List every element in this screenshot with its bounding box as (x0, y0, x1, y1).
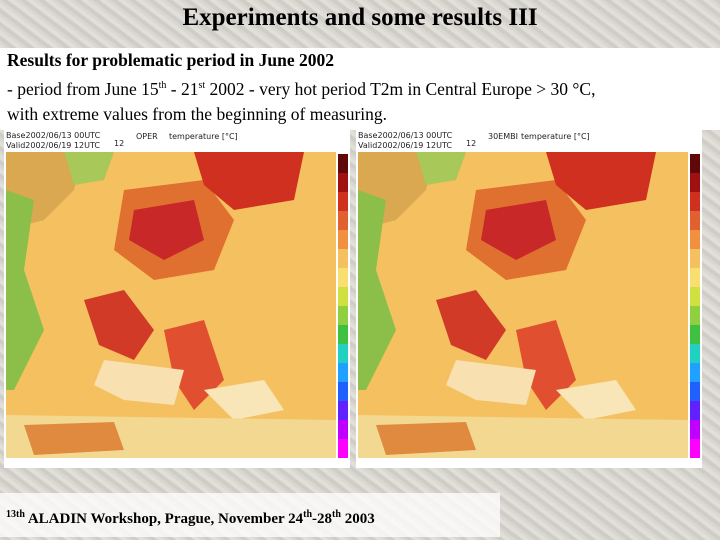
scale-swatch (690, 268, 700, 287)
model-name: 30EMBI (488, 132, 518, 141)
sup: st (198, 80, 206, 91)
sea (556, 380, 636, 420)
text: -28 (312, 511, 333, 527)
cool-zone (6, 190, 44, 390)
sup: th (16, 509, 25, 520)
scale-swatch (690, 439, 700, 458)
sea (204, 380, 284, 420)
step: 12 (466, 139, 476, 148)
slide-title: Experiments and some results III (182, 4, 538, 31)
cool-zone (64, 152, 114, 185)
hot-zone (24, 422, 124, 455)
scale-swatch (690, 401, 700, 420)
field-name: temperature [°C] (169, 132, 238, 141)
scale-swatch (338, 363, 348, 382)
scale-swatch (690, 287, 700, 306)
cool-zone (416, 152, 466, 185)
scale-swatch (690, 154, 700, 173)
field-name: temperature [°C] (521, 132, 590, 141)
sup: th (158, 80, 167, 91)
scale-swatch (690, 382, 700, 401)
scale-swatch (338, 287, 348, 306)
sup: 13 (6, 509, 16, 520)
scale-swatch (338, 344, 348, 363)
scale-swatch (690, 192, 700, 211)
footer: 13th ALADIN Workshop, Prague, November 2… (0, 493, 500, 537)
scale-swatch (338, 401, 348, 420)
valid-time: Valid2002/06/19 12UTC (358, 141, 452, 150)
hot-zone (436, 290, 506, 360)
text: 2002 - very hot period T2m in Central Eu… (205, 78, 596, 99)
valid-time: Valid2002/06/19 12UTC (6, 141, 100, 150)
text: - period from June 15 (7, 78, 159, 99)
text: ALADIN Workshop, Prague, November 24 (24, 511, 304, 527)
text-box: Results for problematic period in June 2… (0, 48, 720, 130)
hot-zone (194, 152, 304, 210)
scale-swatch (338, 192, 348, 211)
scale-swatch (338, 173, 348, 192)
hot-zone (129, 200, 204, 260)
sup: th (332, 509, 341, 520)
scale-swatch (338, 325, 348, 344)
scale-swatch (338, 154, 348, 173)
heading: Results for problematic period in June 2… (7, 50, 334, 70)
cool-zone (358, 190, 396, 390)
scale-swatch (690, 325, 700, 344)
base-time: Base2002/06/13 00UTC (358, 131, 453, 140)
hot-zone (481, 200, 556, 260)
text-line: with extreme values from the beginning o… (7, 103, 388, 124)
scale-swatch (338, 420, 348, 439)
scale-swatch (690, 211, 700, 230)
scale-swatch (338, 211, 348, 230)
sea (94, 360, 184, 405)
text: - 21 (166, 78, 199, 99)
scale-swatch (338, 439, 348, 458)
scale-swatch (690, 344, 700, 363)
hot-zone (546, 152, 656, 210)
scale-swatch (338, 382, 348, 401)
text: 2003 (340, 511, 375, 527)
hot-zone (84, 290, 154, 360)
scale-swatch (690, 249, 700, 268)
sea (446, 360, 536, 405)
scale-swatch (690, 420, 700, 439)
step: 12 (114, 139, 124, 148)
scale-swatch (338, 306, 348, 325)
text-line: - period from June 15th - 21st 2002 - ve… (0, 73, 720, 102)
scale-swatch (690, 173, 700, 192)
scale-swatch (690, 230, 700, 249)
scale-swatch (690, 363, 700, 382)
scale-swatch (338, 268, 348, 287)
scale-swatch (338, 230, 348, 249)
base-time: Base2002/06/13 00UTC (6, 131, 101, 140)
model-name: OPER (136, 132, 158, 141)
hot-zone (376, 422, 476, 455)
scale-swatch (338, 249, 348, 268)
scale-swatch (690, 306, 700, 325)
sup: th (303, 509, 313, 520)
